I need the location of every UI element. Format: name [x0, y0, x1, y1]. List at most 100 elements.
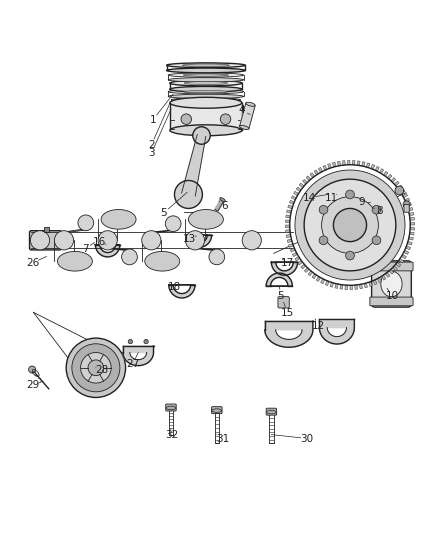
Text: 27: 27 — [126, 359, 139, 369]
Circle shape — [72, 344, 120, 392]
Polygon shape — [409, 237, 413, 240]
Polygon shape — [104, 248, 134, 251]
Polygon shape — [169, 285, 195, 298]
Polygon shape — [410, 217, 414, 220]
Polygon shape — [301, 264, 306, 269]
Polygon shape — [272, 262, 297, 275]
Polygon shape — [371, 164, 375, 169]
Circle shape — [165, 216, 181, 231]
Polygon shape — [385, 272, 390, 277]
Polygon shape — [389, 269, 394, 274]
Polygon shape — [407, 241, 412, 245]
Polygon shape — [316, 277, 321, 281]
Polygon shape — [314, 170, 318, 175]
Text: 3: 3 — [148, 148, 155, 158]
Polygon shape — [373, 280, 377, 285]
Ellipse shape — [185, 99, 226, 101]
FancyBboxPatch shape — [370, 262, 413, 271]
Polygon shape — [290, 200, 294, 204]
Text: 14: 14 — [303, 192, 316, 203]
Polygon shape — [345, 285, 348, 289]
Text: 4: 4 — [238, 105, 245, 115]
Circle shape — [185, 231, 205, 250]
Circle shape — [181, 114, 191, 124]
Ellipse shape — [168, 78, 244, 82]
Polygon shape — [298, 261, 303, 265]
Polygon shape — [409, 213, 414, 215]
Polygon shape — [240, 103, 255, 128]
Polygon shape — [404, 251, 409, 254]
Polygon shape — [340, 285, 343, 289]
FancyBboxPatch shape — [370, 297, 413, 306]
Circle shape — [81, 352, 111, 383]
Polygon shape — [362, 161, 365, 166]
Ellipse shape — [101, 209, 136, 229]
Polygon shape — [321, 279, 325, 284]
Bar — [170, 103, 242, 130]
Text: 5: 5 — [278, 291, 284, 301]
Polygon shape — [401, 254, 406, 259]
Text: 26: 26 — [26, 258, 39, 268]
Polygon shape — [287, 239, 292, 243]
Polygon shape — [410, 228, 414, 230]
Text: 29: 29 — [26, 380, 39, 390]
Polygon shape — [366, 163, 370, 168]
Ellipse shape — [171, 102, 240, 106]
Polygon shape — [400, 189, 405, 193]
Polygon shape — [357, 161, 360, 166]
Polygon shape — [350, 285, 353, 289]
Circle shape — [372, 236, 381, 245]
Ellipse shape — [188, 209, 223, 229]
Polygon shape — [295, 256, 300, 261]
Polygon shape — [396, 262, 401, 267]
Circle shape — [346, 190, 354, 199]
Bar — [44, 227, 49, 231]
Polygon shape — [375, 166, 379, 171]
Text: 8: 8 — [376, 206, 382, 216]
Ellipse shape — [220, 198, 225, 201]
Polygon shape — [299, 183, 304, 188]
Polygon shape — [391, 177, 396, 182]
Ellipse shape — [170, 125, 242, 136]
FancyBboxPatch shape — [212, 407, 222, 414]
Ellipse shape — [246, 102, 255, 106]
Polygon shape — [347, 160, 350, 165]
Circle shape — [346, 251, 354, 260]
Text: 13: 13 — [183, 234, 196, 244]
Circle shape — [142, 231, 161, 250]
Polygon shape — [191, 248, 221, 251]
Circle shape — [304, 179, 396, 271]
FancyBboxPatch shape — [266, 408, 277, 415]
Circle shape — [220, 114, 231, 124]
Circle shape — [242, 231, 261, 250]
Polygon shape — [306, 176, 311, 181]
Circle shape — [319, 236, 328, 245]
Polygon shape — [318, 167, 323, 173]
FancyBboxPatch shape — [278, 297, 289, 308]
Polygon shape — [379, 168, 384, 174]
Polygon shape — [408, 207, 413, 211]
Ellipse shape — [170, 98, 242, 108]
Polygon shape — [383, 171, 388, 176]
Polygon shape — [405, 198, 410, 202]
Polygon shape — [319, 319, 354, 344]
Circle shape — [54, 231, 74, 250]
Polygon shape — [397, 185, 402, 190]
FancyBboxPatch shape — [371, 261, 411, 307]
Polygon shape — [266, 273, 292, 286]
Text: 5: 5 — [160, 208, 167, 218]
Circle shape — [66, 338, 126, 398]
Polygon shape — [330, 282, 334, 287]
Ellipse shape — [168, 73, 244, 77]
Ellipse shape — [183, 74, 229, 76]
Polygon shape — [182, 134, 206, 196]
Polygon shape — [378, 278, 381, 282]
Circle shape — [372, 205, 381, 214]
Polygon shape — [286, 225, 290, 228]
Ellipse shape — [170, 86, 242, 92]
FancyBboxPatch shape — [404, 205, 409, 212]
Polygon shape — [332, 162, 336, 167]
Polygon shape — [399, 259, 404, 263]
Polygon shape — [312, 274, 317, 279]
FancyBboxPatch shape — [29, 231, 61, 250]
